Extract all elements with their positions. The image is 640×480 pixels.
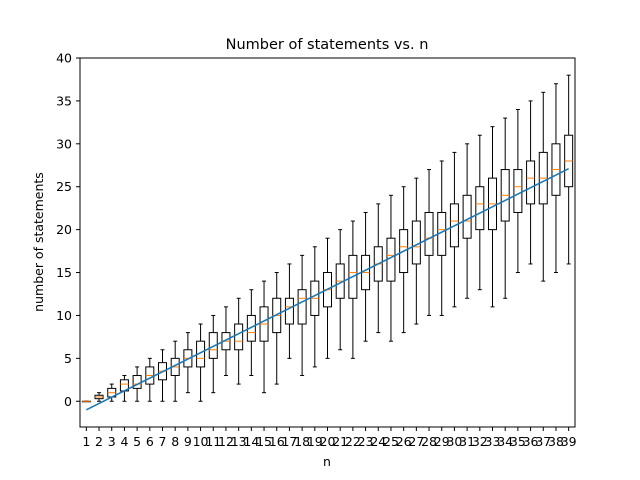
x-tick-label-18: 18 [294,434,310,449]
x-tick-label-34: 34 [497,434,513,449]
box-39 [564,74,574,265]
box-iqr-22 [348,254,358,299]
box-iqr-30 [449,203,459,248]
x-tick-label-20: 20 [320,434,336,449]
x-tick-label-22: 22 [345,434,361,449]
x-tick-label-35: 35 [510,434,526,449]
box-5 [132,366,142,402]
y-tick-label-40: 40 [56,51,72,66]
box-11 [208,314,218,394]
x-tick-label-19: 19 [307,434,323,449]
x-tick-label-13: 13 [231,434,247,449]
x-axis: 1 2 3 4 5 6 7 8 9 1011121314151617181920212223242… [82,427,577,449]
box-29 [437,160,447,316]
x-tick-label-4: 4 [120,434,128,449]
box-iqr-36 [526,160,536,205]
box-4 [119,375,129,402]
box-iqr-28 [424,211,434,256]
x-tick-label-9: 9 [184,434,192,449]
box-18 [297,254,307,377]
box-37 [538,91,548,282]
y-axis: 0 5 10 15 20 25 30 35 40 [56,51,80,409]
x-tick-label-12: 12 [218,434,234,449]
y-tick-label-30: 30 [56,136,72,151]
box-iqr-11 [208,332,218,359]
y-axis-label: number of statements [31,172,46,312]
box-30 [449,151,459,308]
x-tick-label-32: 32 [472,434,488,449]
box-iqr-18 [297,289,307,325]
box-26 [399,186,409,334]
box-iqr-26 [399,229,409,274]
box-14 [246,289,256,377]
x-tick-label-28: 28 [421,434,437,449]
box-34 [500,117,510,299]
x-tick-label-25: 25 [383,434,399,449]
box-15 [259,280,269,394]
box-38 [551,83,561,274]
x-tick-label-26: 26 [396,434,412,449]
box-iqr-32 [475,186,485,231]
box-16 [272,272,282,385]
box-32 [475,134,485,291]
x-tick-label-3: 3 [108,434,116,449]
x-tick-label-29: 29 [434,434,450,449]
x-tick-label-30: 30 [446,434,462,449]
x-tick-label-27: 27 [408,434,424,449]
x-tick-label-39: 39 [561,434,577,449]
x-tick-label-21: 21 [332,434,348,449]
x-tick-label-37: 37 [535,434,551,449]
x-tick-label-23: 23 [358,434,374,449]
x-tick-label-7: 7 [159,434,167,449]
box-iqr-13 [234,323,244,351]
box-3 [107,383,117,402]
fit-line [85,167,570,411]
box-2 [94,392,104,402]
x-tick-label-38: 38 [548,434,564,449]
x-axis-label: n [323,454,331,469]
box-23 [361,211,371,342]
box-6 [145,357,155,402]
y-tick-label-0: 0 [64,394,72,409]
box-13 [234,297,244,385]
box-35 [513,108,523,274]
x-tick-label-36: 36 [523,434,539,449]
x-tick-label-33: 33 [485,434,501,449]
x-tick-label-5: 5 [133,434,141,449]
x-tick-label-31: 31 [459,434,475,449]
y-tick-label-5: 5 [64,351,72,366]
box-iqr-14 [246,314,256,342]
box-28 [424,169,434,316]
box-22 [348,220,358,359]
box-36 [526,100,536,265]
plot-area [81,74,574,411]
x-tick-label-6: 6 [146,434,154,449]
x-tick-label-2: 2 [95,434,103,449]
box-20 [323,237,332,359]
x-tick-label-15: 15 [256,434,272,449]
x-tick-label-24: 24 [370,434,386,449]
chart-title: Number of statements vs. n [226,37,429,53]
x-tick-label-10: 10 [193,434,209,449]
x-tick-label-16: 16 [269,434,285,449]
y-tick-label-25: 25 [56,179,72,194]
box-7 [158,349,167,402]
y-tick-label-35: 35 [56,93,72,108]
x-tick-label-8: 8 [171,434,179,449]
y-tick-label-15: 15 [56,265,72,280]
y-tick-label-20: 20 [56,222,72,237]
x-tick-label-17: 17 [281,434,297,449]
x-tick-label-1: 1 [82,434,90,449]
box-1 [81,400,91,403]
y-tick-label-10: 10 [56,308,72,323]
x-tick-label-14: 14 [243,434,259,449]
box-iqr-35 [513,169,523,213]
x-tick-label-11: 11 [205,434,221,449]
